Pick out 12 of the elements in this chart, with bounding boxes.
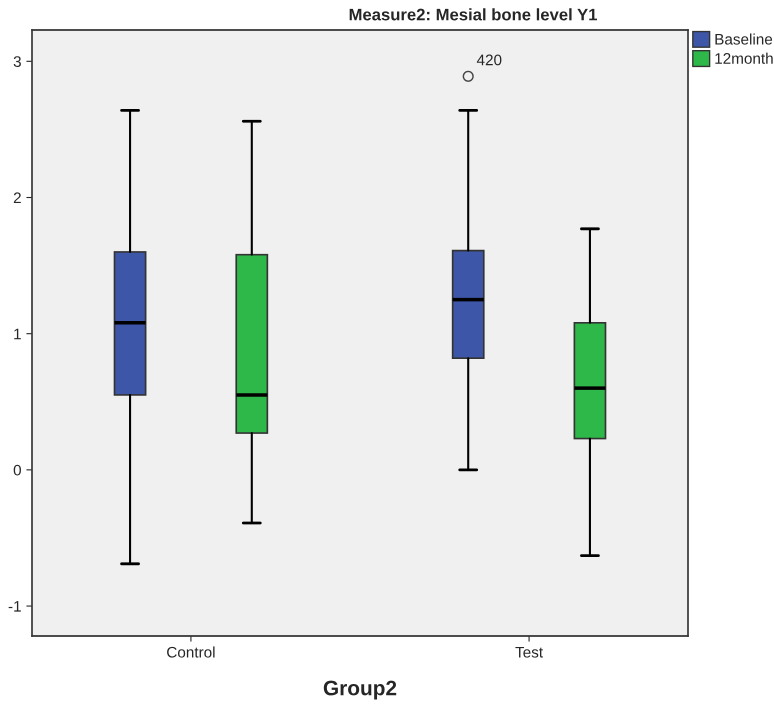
legend-label: 12month	[715, 52, 773, 64]
legend-label: Baseline	[715, 33, 772, 45]
y-tick-label: -1	[8, 601, 21, 612]
y-tick-label: 1	[14, 328, 21, 340]
x-axis-title: Group2	[324, 680, 396, 700]
y-tick-label: 2	[14, 192, 21, 204]
x-tick-label: Control	[167, 646, 215, 658]
y-tick-label: 3	[14, 56, 21, 68]
x-tick-label: Test	[515, 646, 543, 658]
y-tick-label: 0	[14, 464, 21, 476]
chart-title: Measure2: Mesial bone level Y1	[350, 8, 597, 20]
annotation: 420	[476, 54, 502, 66]
